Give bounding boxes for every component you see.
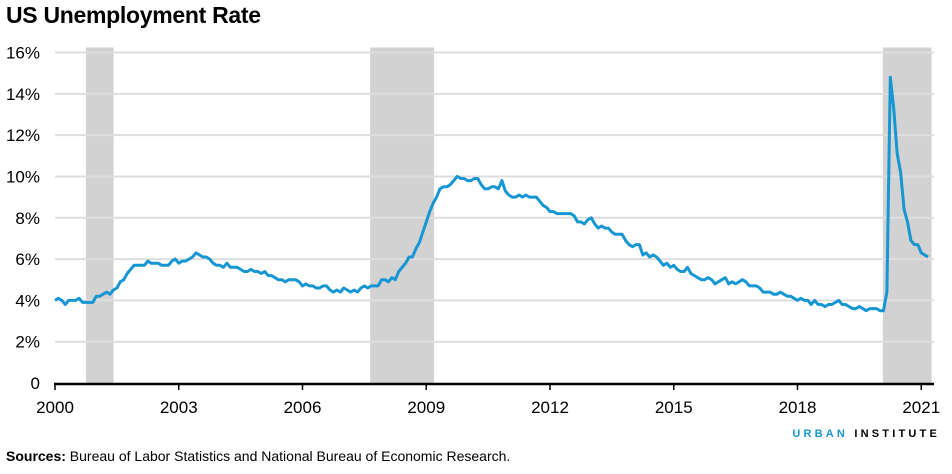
x-tick-label: 2009 [407, 398, 445, 417]
recession-band [370, 47, 435, 383]
x-tick-label: 2000 [36, 398, 74, 417]
logo-urban: URBAN [792, 428, 849, 440]
urban-institute-logo: URBAN INSTITUTE [792, 428, 940, 440]
y-tick-label: 16% [6, 44, 40, 63]
y-tick-label: 10% [6, 167, 40, 186]
x-tick-label: 2021 [902, 398, 940, 417]
gridlines [55, 51, 934, 343]
x-tick-label: 2018 [779, 398, 817, 417]
x-tick-label: 2012 [531, 398, 569, 417]
y-tick-label: 4% [15, 291, 40, 310]
y-axis-labels: 0 2% 4% 6% 8% 10% 12% 14% 16% [6, 44, 40, 394]
x-tick-label: 2003 [160, 398, 198, 417]
source-label: Sources: [6, 448, 66, 464]
y-tick-label: 14% [6, 85, 40, 104]
source-note: Sources: Bureau of Labor Statistics and … [6, 448, 510, 464]
y-tick-label: 12% [6, 126, 40, 145]
x-tick-label: 2006 [284, 398, 322, 417]
x-tick-label: 2015 [655, 398, 693, 417]
y-tick-label: 0 [31, 374, 40, 393]
unemployment-line [54, 75, 929, 313]
y-tick-label: 2% [15, 333, 40, 352]
y-tick-label: 8% [15, 209, 40, 228]
logo-institute: INSTITUTE [854, 428, 940, 440]
chart-title: US Unemployment Rate [6, 2, 261, 28]
recession-band [85, 47, 114, 383]
x-axis: 2000 2003 2006 2009 2012 2015 2018 2021 [36, 382, 940, 417]
y-tick-label: 6% [15, 250, 40, 269]
recession-shading-group [85, 47, 932, 383]
source-text: Bureau of Labor Statistics and National … [65, 448, 511, 464]
